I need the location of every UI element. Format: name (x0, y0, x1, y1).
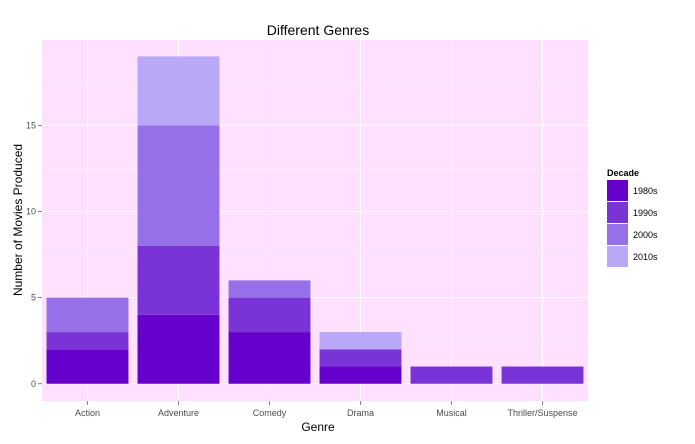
legend-label: 2000s (633, 230, 658, 240)
x-tick-label: Comedy (253, 408, 287, 418)
x-tick-label: Thriller/Suspense (507, 408, 577, 418)
bar-segment (137, 56, 220, 126)
chart-title: Different Genres (267, 22, 369, 38)
y-tick-label: 10 (26, 206, 36, 216)
bars (46, 56, 584, 384)
bar-segment (228, 280, 311, 298)
bar-segment (228, 297, 311, 333)
bar-segment (410, 366, 493, 384)
legend-key (607, 180, 628, 201)
x-tick-label: Adventure (158, 408, 199, 418)
bar-segment (228, 332, 311, 384)
bar-segment (319, 349, 402, 367)
bar-segment (137, 245, 220, 315)
y-tick-label: 15 (26, 120, 36, 130)
bar-segment (137, 125, 220, 246)
legend-key (607, 224, 628, 245)
bar-segment (319, 332, 402, 350)
legend-title: Decade (607, 168, 639, 178)
bar-segment (501, 366, 584, 384)
bar-segment (319, 366, 402, 384)
x-axis-title: Genre (301, 420, 335, 434)
x-tick-label: Musical (436, 408, 467, 418)
x-axis: Action Adventure Comedy Drama Musical Thrille… (75, 401, 578, 418)
bar-segment (137, 314, 220, 384)
x-tick-label: Action (75, 408, 100, 418)
y-tick-label: 5 (31, 293, 36, 303)
bar-segment (46, 332, 129, 350)
bar-segment (46, 297, 129, 333)
y-axis-title: Number of Movies Produced (11, 144, 25, 296)
legend-label: 1990s (633, 208, 658, 218)
x-tick-label: Drama (347, 408, 374, 418)
legend-key (607, 246, 628, 267)
bar-segment (46, 349, 129, 384)
y-tick-label: 0 (31, 379, 36, 389)
legend-label: 1980s (633, 186, 658, 196)
y-axis: 0 5 10 15 (26, 120, 42, 389)
legend-label: 2010s (633, 252, 658, 262)
legend-key (607, 202, 628, 223)
legend: Decade 1980s 1990s 2000s 2010s (607, 168, 658, 267)
